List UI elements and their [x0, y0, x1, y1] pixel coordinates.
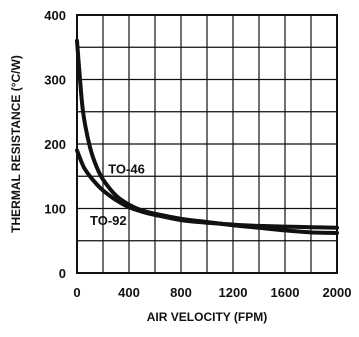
y-tick-label: 100 [44, 202, 66, 217]
x-tick-label: 0 [73, 285, 80, 300]
series-label-to-46: TO-46 [108, 162, 145, 177]
series-layer [75, 38, 339, 235]
x-axis-label: AIR VELOCITY (FPM) [147, 310, 267, 324]
tick-labels: 0 400 800 1200 1600 2000 0 100 200 300 400 [44, 8, 351, 300]
series-label-to-92: TO-92 [90, 213, 127, 228]
x-tick-label: 1600 [271, 285, 300, 300]
y-axis-label: THERMAL RESISTANCE (°C/W) [9, 55, 23, 233]
y-tick-label: 400 [44, 8, 66, 23]
x-tick-label: 2000 [323, 285, 352, 300]
series-line-to-92 [75, 148, 339, 230]
y-tick-label: 200 [44, 137, 66, 152]
grid [77, 15, 337, 273]
y-tick-label: 0 [59, 266, 66, 281]
x-tick-label: 800 [170, 285, 192, 300]
x-tick-label: 400 [118, 285, 140, 300]
plot-frame [76, 14, 338, 274]
x-tick-label: 1200 [219, 285, 248, 300]
y-tick-label: 300 [44, 73, 66, 88]
